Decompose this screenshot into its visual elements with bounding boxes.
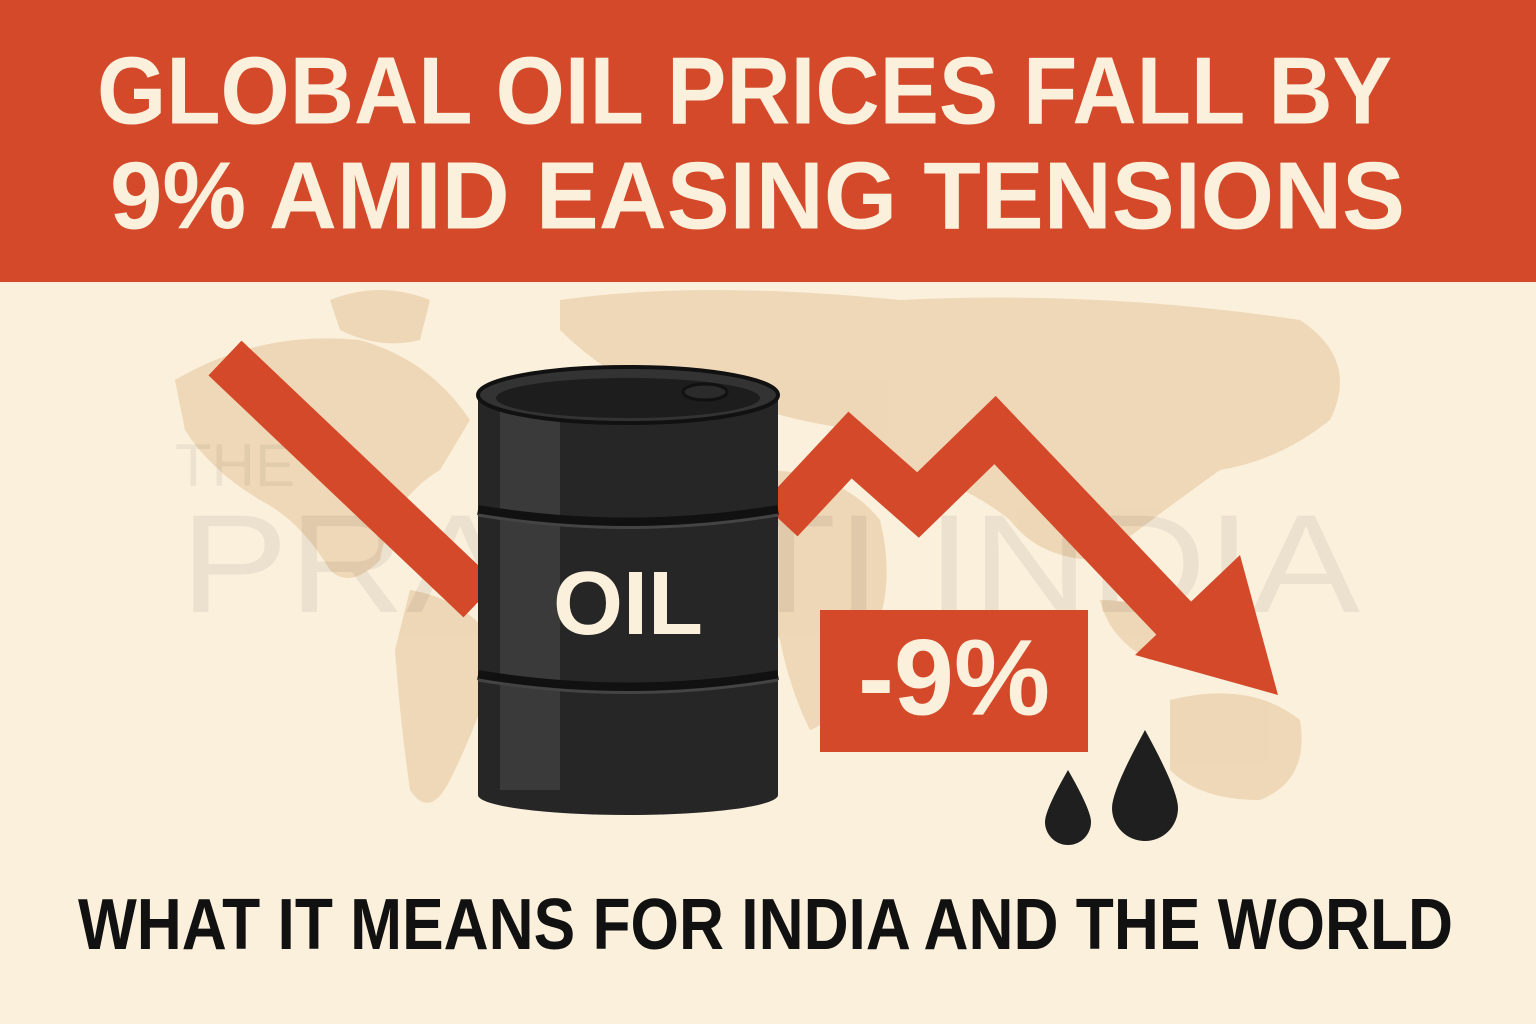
oil-drop xyxy=(1045,770,1091,845)
header-title: 9% AMID EASING TENSIONS xyxy=(110,142,1405,249)
subtitle: WHAT IT MEANS FOR INDIA AND THE WORLD xyxy=(78,885,1453,965)
oil-drop xyxy=(1112,730,1178,841)
down-arrow xyxy=(208,340,1278,695)
oil-barrel xyxy=(476,365,780,815)
header-title: GLOBAL OIL PRICES FALL BY xyxy=(97,37,1392,144)
header-band xyxy=(0,0,1536,282)
badge xyxy=(820,610,1088,752)
badge-text: -9% xyxy=(858,617,1050,738)
barrel-label: OIL xyxy=(553,554,703,654)
watermark: THE xyxy=(175,432,295,499)
